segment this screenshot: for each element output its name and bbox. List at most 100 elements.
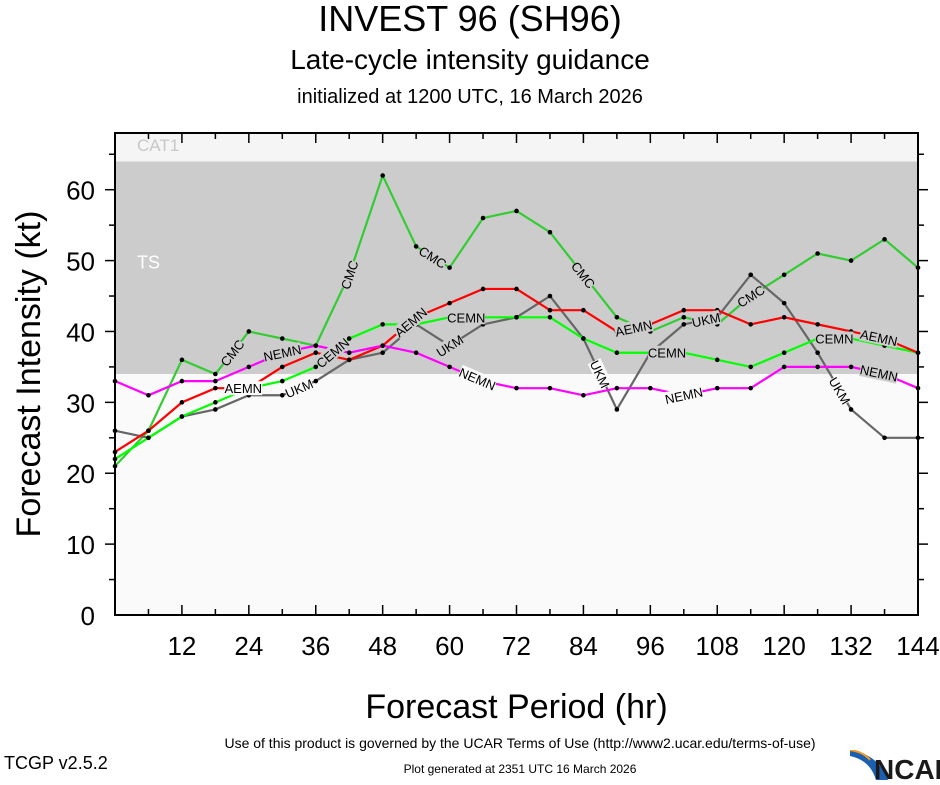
label-knockout (433, 332, 466, 360)
data-point (179, 414, 185, 419)
data-point (581, 392, 586, 398)
label-knockout (663, 384, 704, 407)
x-tick-label: 108 (696, 631, 739, 661)
data-point (447, 300, 452, 306)
data-point (346, 336, 352, 341)
data-point (246, 329, 252, 334)
version-label: TCGP v2.5.2 (4, 753, 108, 773)
data-point (246, 364, 252, 370)
label-knockout (858, 362, 900, 384)
data-point (480, 286, 486, 292)
x-tick-label: 132 (829, 631, 872, 661)
data-point (915, 435, 921, 441)
data-point (815, 364, 820, 370)
data-point (146, 392, 151, 398)
series-label: CEMN (648, 345, 687, 361)
label-knockout (457, 364, 498, 393)
data-point (547, 229, 553, 235)
data-point (112, 428, 118, 434)
data-point (547, 385, 553, 391)
data-point (213, 400, 218, 405)
data-point (748, 364, 754, 370)
data-point (614, 314, 620, 320)
chart-subtitle: Late-cycle intensity guidance (290, 44, 650, 75)
data-point (581, 336, 586, 341)
data-point (681, 314, 687, 320)
label-knockout (815, 331, 854, 346)
data-point (279, 364, 285, 370)
y-tick-label: 50 (66, 247, 95, 277)
data-point (112, 456, 118, 462)
x-tick-label: 144 (896, 631, 939, 661)
series-label-text: UKM (691, 310, 722, 331)
x-tick-label: 36 (301, 631, 330, 661)
band-ts (115, 161, 918, 374)
data-point (213, 371, 218, 377)
generated-time: Plot generated at 2351 UTC 16 March 2026 (403, 762, 637, 776)
data-point (112, 378, 118, 384)
data-point (480, 215, 486, 221)
label-knockout (391, 304, 430, 340)
data-point (848, 258, 854, 263)
data-point (146, 428, 151, 434)
data-point (648, 385, 653, 391)
data-point (279, 392, 285, 398)
x-tick-label: 48 (368, 631, 397, 661)
data-point (179, 378, 185, 384)
data-point (380, 173, 385, 178)
data-point (714, 385, 720, 391)
data-point (447, 364, 452, 370)
data-point (681, 307, 687, 313)
x-tick-label: 96 (636, 631, 665, 661)
label-knockout (826, 374, 854, 407)
data-point (313, 343, 319, 348)
data-point (781, 314, 787, 320)
data-point (848, 407, 854, 412)
y-tick-label: 30 (66, 388, 95, 418)
data-point (179, 400, 185, 405)
data-point (748, 385, 754, 391)
label-knockout (734, 282, 767, 310)
data-point (781, 272, 787, 278)
init-time: initialized at 1200 UTC, 16 March 2026 (297, 86, 643, 108)
data-point (547, 314, 553, 320)
data-point (514, 314, 519, 320)
label-knockout (613, 317, 654, 339)
svg-text:NCAR: NCAR (874, 754, 940, 780)
data-point (413, 244, 419, 249)
label-knockout (338, 259, 361, 291)
data-point (514, 208, 519, 214)
series-label: AEMN (224, 381, 263, 396)
label-knockout (648, 345, 687, 360)
data-point (112, 463, 118, 469)
data-point (815, 350, 820, 356)
series-label: CEMN (815, 331, 854, 347)
band-label-ts: TS (137, 253, 160, 273)
data-point (213, 407, 218, 412)
x-tick-label: 72 (502, 631, 531, 661)
x-tick-label: 60 (435, 631, 464, 661)
data-point (882, 237, 887, 242)
data-point (380, 343, 385, 348)
series-label-text: CEMN (815, 332, 853, 347)
data-point (346, 350, 352, 356)
data-point (112, 449, 118, 455)
data-point (714, 357, 720, 363)
label-knockout (858, 326, 900, 349)
data-point (313, 364, 319, 370)
data-point (681, 322, 687, 327)
label-knockout (417, 243, 449, 271)
x-tick-label: 24 (234, 631, 263, 661)
data-point (213, 385, 218, 391)
series-label-text: CEMN (447, 310, 485, 325)
x-tick-label: 120 (762, 631, 805, 661)
y-tick-label: 40 (66, 317, 95, 347)
data-point (413, 350, 419, 356)
data-point (915, 350, 921, 356)
data-point (380, 350, 385, 356)
data-point (346, 357, 352, 363)
label-knockout (587, 358, 613, 390)
data-point (146, 435, 151, 441)
data-point (882, 435, 887, 441)
